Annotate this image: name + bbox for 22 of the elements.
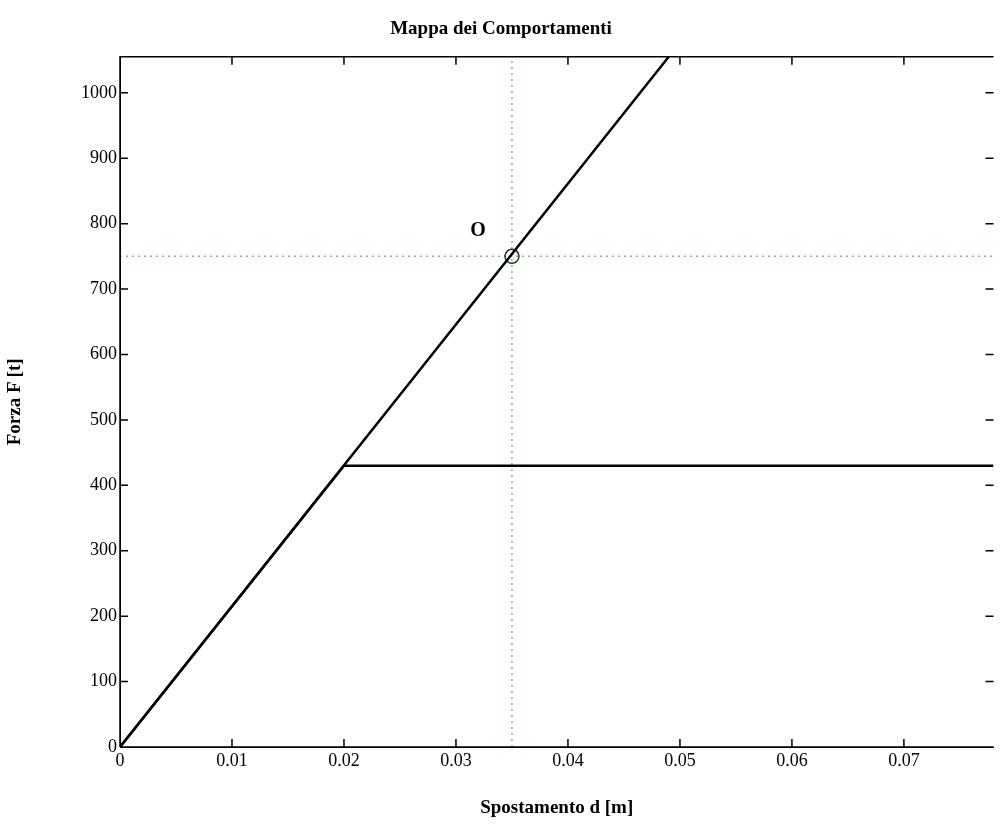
x-tick-label: 0.02 <box>328 749 360 770</box>
y-tick-label: 800 <box>90 212 117 233</box>
annotation: O <box>470 217 486 240</box>
x-tick-label: 0.03 <box>440 749 472 770</box>
x-tick-label: 0.07 <box>888 749 920 770</box>
x-tick-label: 0.05 <box>664 749 696 770</box>
y-tick-label: 700 <box>90 277 117 298</box>
y-tick-label: 100 <box>90 670 117 691</box>
y-tick-label: 1000 <box>81 81 117 102</box>
y-tick-label: 200 <box>90 604 117 625</box>
x-axis-title: Spostamento d [m] <box>480 795 634 817</box>
chart-title: Mappa dei Comportamenti <box>390 17 612 39</box>
y-axis-title: Forza F [t] <box>3 358 25 446</box>
x-tick-label: 0.04 <box>552 749 584 770</box>
y-tick-label: 400 <box>90 474 117 495</box>
y-tick-label: 500 <box>90 408 117 429</box>
x-tick-label: 0.06 <box>776 749 808 770</box>
x-tick-label: 0.01 <box>216 749 248 770</box>
y-tick-label: 300 <box>90 539 117 560</box>
y-tick-label: 600 <box>90 343 117 364</box>
y-tick-label: 900 <box>90 146 117 167</box>
y-tick-label: 0 <box>108 735 117 756</box>
